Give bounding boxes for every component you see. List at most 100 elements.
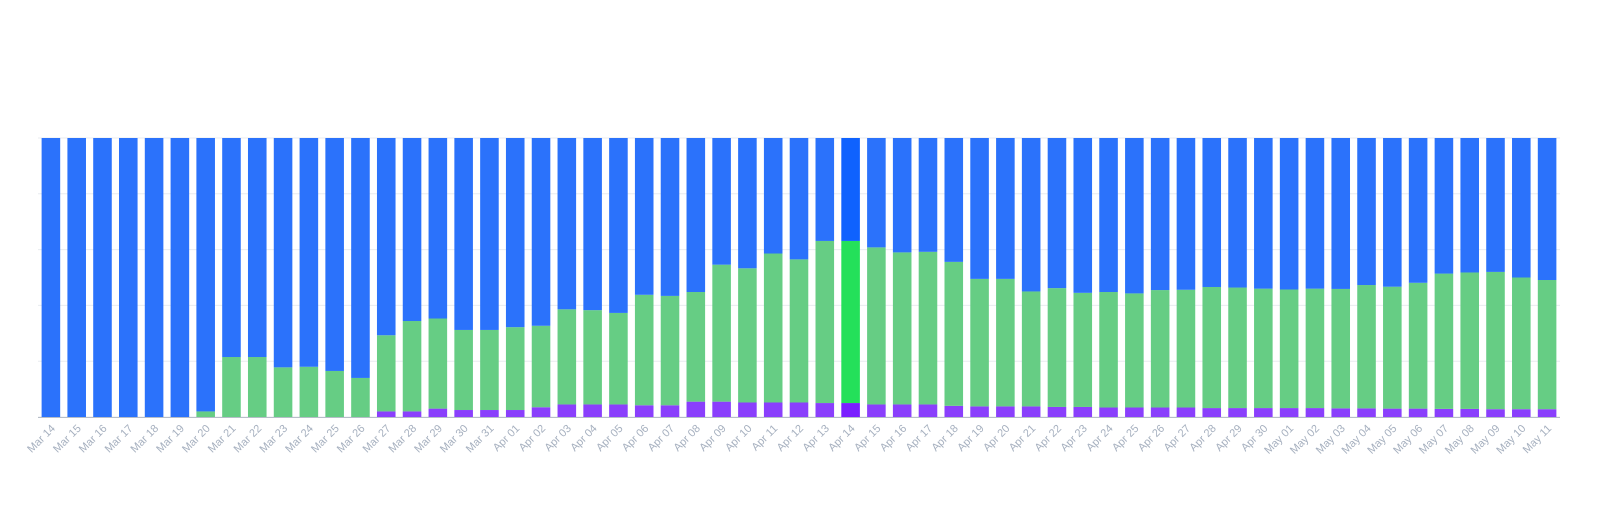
bar-segment-series-2[interactable] [712,138,731,265]
bar-segment-series-0[interactable] [428,408,448,417]
bar-segment-series-1[interactable] [531,325,551,408]
bar-segment-series-1[interactable] [970,278,989,407]
bar-segment-series-1[interactable] [609,312,628,405]
bar-segment-series-0[interactable] [1099,407,1118,417]
bar-segment-series-0[interactable] [867,404,886,417]
bar-segment-series-2[interactable] [660,138,680,296]
bar-segment-series-1[interactable] [1408,282,1428,409]
bar-segment-series-0[interactable] [1047,406,1067,417]
bar-segment-series-2[interactable] [196,138,215,412]
bar-segment-series-1[interactable] [454,329,473,411]
bar-segment-series-1[interactable] [712,264,731,402]
bar-segment-series-1[interactable] [763,253,783,403]
bar-segment-series-1[interactable] [1202,286,1222,409]
bar-segment-series-1[interactable] [1460,272,1479,409]
bar-segment-series-0[interactable] [1125,407,1144,417]
bar-segment-series-0[interactable] [531,407,551,417]
bar-segment-series-2[interactable] [376,138,396,336]
bar-segment-series-1[interactable] [660,295,680,406]
bar-segment-series-1[interactable] [505,327,525,411]
bar-segment-series-2[interactable] [1202,138,1222,287]
bar-segment-series-2[interactable] [299,138,319,367]
bar-segment-series-0[interactable] [1383,408,1402,417]
bar-segment-series-2[interactable] [402,138,422,322]
bar-segment-series-1[interactable] [867,247,886,405]
bar-segment-series-2[interactable] [119,138,138,417]
bar-segment-series-2[interactable] [1047,138,1067,289]
bar-segment-series-0[interactable] [505,410,525,417]
bar-segment-series-1[interactable] [402,321,422,412]
bar-segment-series-0[interactable] [557,404,577,417]
bar-segment-series-2[interactable] [1176,138,1196,290]
bar-segment-series-2[interactable] [1228,138,1247,288]
bar-segment-series-2[interactable] [1408,138,1428,283]
bar-segment-series-0[interactable] [944,405,964,417]
bar-segment-series-2[interactable] [1305,138,1325,289]
bar-segment-series-1[interactable] [1357,285,1376,409]
bar-segment-series-1[interactable] [480,329,499,411]
bar-segment-series-1[interactable] [351,377,370,417]
bar-segment-series-0[interactable] [634,405,654,417]
bar-segment-series-2[interactable] [892,138,912,253]
bar-segment-series-0[interactable] [376,411,396,417]
bar-segment-series-0[interactable] [1254,408,1273,417]
bar-segment-series-0[interactable] [660,405,680,417]
bar-segment-series-1[interactable] [196,411,215,417]
bar-segment-series-1[interactable] [247,357,267,417]
bar-segment-series-2[interactable] [789,138,809,260]
bar-segment-series-1[interactable] [944,261,964,406]
bar-segment-series-1[interactable] [1331,288,1351,409]
bar-segment-series-2[interactable] [1099,138,1118,293]
bar-segment-series-0[interactable] [1408,408,1428,417]
bar-segment-series-2[interactable] [686,138,706,293]
bar-segment-series-2[interactable] [1021,138,1041,292]
bar-segment-series-0[interactable] [583,404,602,417]
bar-segment-series-2[interactable] [1512,138,1531,278]
bar-segment-series-1[interactable] [1073,292,1093,407]
bar-segment-series-1[interactable] [1125,293,1144,408]
bar-segment-series-2[interactable] [67,138,86,417]
bar-segment-series-0[interactable] [1176,407,1196,417]
bar-segment-series-2[interactable] [1460,138,1479,273]
bar-segment-series-2[interactable] [763,138,783,254]
bar-segment-series-0[interactable] [996,406,1015,417]
bar-segment-series-0[interactable] [1357,408,1376,417]
bar-segment-series-1[interactable] [376,335,396,412]
bar-segment-series-2[interactable] [918,138,938,252]
bar-segment-series-1[interactable] [1021,291,1041,407]
bar-segment-series-0[interactable] [789,402,809,417]
bar-segment-series-2[interactable] [1331,138,1351,289]
bar-segment-series-1[interactable] [1279,289,1299,409]
bar-segment-series-2[interactable] [583,138,602,311]
bar-segment-series-2[interactable] [41,138,61,417]
bar-segment-series-2[interactable] [247,138,267,358]
bar-segment-series-1[interactable] [918,251,938,405]
bar-segment-series-2[interactable] [944,138,964,262]
bar-segment-series-1[interactable] [1228,287,1247,409]
bar-segment-series-2[interactable] [557,138,577,310]
bar-segment-series-2[interactable] [273,138,293,368]
bar-segment-series-2[interactable] [325,138,344,371]
bar-segment-series-2[interactable] [970,138,989,279]
bar-segment-series-0[interactable] [686,401,706,417]
bar-segment-series-0[interactable] [1279,408,1299,417]
bar-segment-series-1[interactable] [1383,286,1402,409]
bar-segment-series-0[interactable] [402,411,422,417]
bar-segment-series-0[interactable] [1331,408,1351,417]
bar-segment-series-1[interactable] [1150,290,1170,408]
bar-segment-series-2[interactable] [738,138,757,269]
bar-segment-series-2[interactable] [1486,138,1505,272]
bar-segment-series-0[interactable] [1202,408,1222,417]
bar-segment-series-2[interactable] [1125,138,1144,294]
bar-segment-series-1[interactable] [325,370,344,417]
bar-segment-series-0[interactable] [1434,408,1454,417]
bar-segment-series-2[interactable] [170,138,190,417]
bar-segment-series-2[interactable] [222,138,241,358]
bar-segment-series-0[interactable] [892,404,912,417]
bar-segment-series-1[interactable] [1537,280,1557,410]
bar-segment-series-1[interactable] [557,309,577,405]
bar-segment-series-1[interactable] [583,310,602,405]
bar-segment-series-2[interactable] [480,138,499,330]
bar-segment-series-0[interactable] [918,404,938,417]
bar-segment-series-1[interactable] [428,318,448,409]
